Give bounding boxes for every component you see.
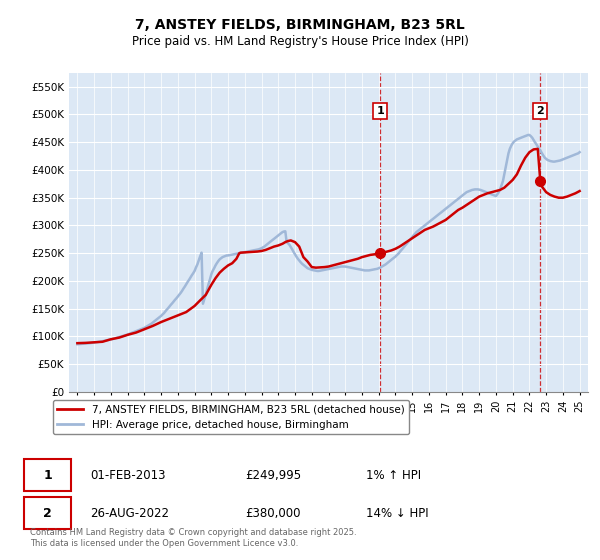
Text: Price paid vs. HM Land Registry's House Price Index (HPI): Price paid vs. HM Land Registry's House … bbox=[131, 35, 469, 49]
Text: 14% ↓ HPI: 14% ↓ HPI bbox=[366, 507, 429, 520]
Text: 1: 1 bbox=[43, 469, 52, 482]
Text: 1: 1 bbox=[376, 106, 384, 116]
Text: £249,995: £249,995 bbox=[245, 469, 301, 482]
Text: 01-FEB-2013: 01-FEB-2013 bbox=[90, 469, 166, 482]
Text: 26-AUG-2022: 26-AUG-2022 bbox=[90, 507, 169, 520]
Text: 2: 2 bbox=[536, 106, 544, 116]
Text: 1% ↑ HPI: 1% ↑ HPI bbox=[366, 469, 421, 482]
Text: 7, ANSTEY FIELDS, BIRMINGHAM, B23 5RL: 7, ANSTEY FIELDS, BIRMINGHAM, B23 5RL bbox=[135, 18, 465, 32]
Legend: 7, ANSTEY FIELDS, BIRMINGHAM, B23 5RL (detached house), HPI: Average price, deta: 7, ANSTEY FIELDS, BIRMINGHAM, B23 5RL (d… bbox=[53, 400, 409, 433]
Text: 2: 2 bbox=[43, 507, 52, 520]
Text: Contains HM Land Registry data © Crown copyright and database right 2025.
This d: Contains HM Land Registry data © Crown c… bbox=[30, 528, 356, 548]
Text: £380,000: £380,000 bbox=[245, 507, 301, 520]
FancyBboxPatch shape bbox=[24, 497, 71, 529]
FancyBboxPatch shape bbox=[24, 459, 71, 491]
